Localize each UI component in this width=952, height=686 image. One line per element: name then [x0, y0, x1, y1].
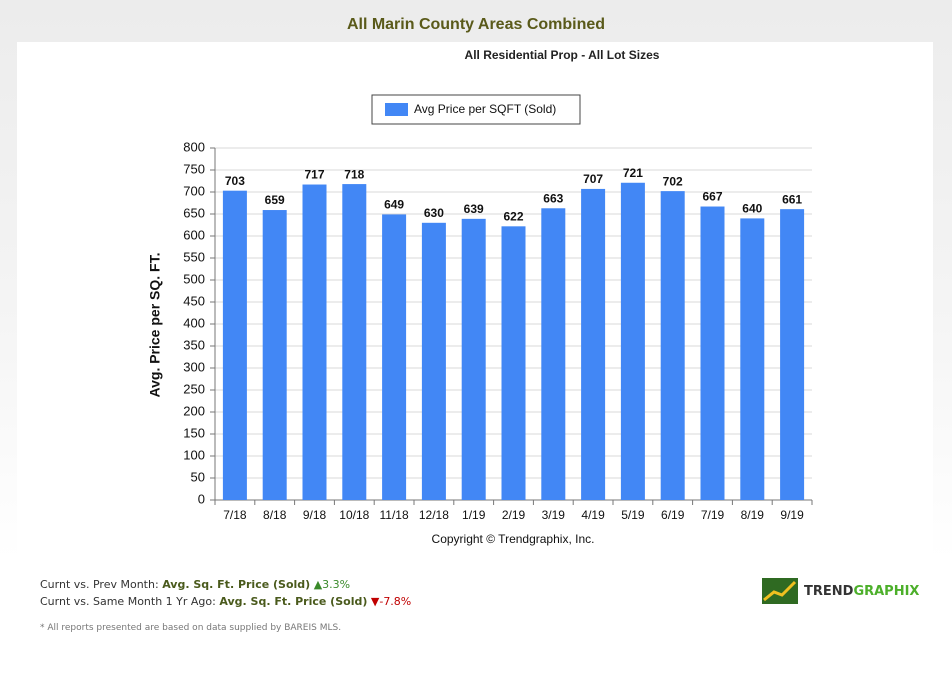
logo: TREND GRAPHIX: [762, 578, 919, 604]
footer-line: Curnt vs. Prev Month: Avg. Sq. Ft. Price…: [40, 578, 350, 591]
footer-metric: Avg. Sq. Ft. Price (Sold): [219, 595, 368, 608]
chart-subtitle: All Residential Prop - All Lot Sizes: [465, 48, 660, 62]
bar: [302, 184, 327, 500]
x-tick-label: 2/19: [502, 508, 526, 522]
value-label: 721: [623, 166, 643, 180]
bar: [780, 209, 805, 500]
bar: [740, 218, 765, 500]
x-tick-label: 5/19: [621, 508, 645, 522]
y-tick-label: 300: [183, 359, 205, 374]
value-label: 661: [782, 192, 802, 206]
logo-text: GRAPHIX: [853, 583, 920, 599]
footer-metric: Avg. Sq. Ft. Price (Sold): [162, 578, 311, 591]
x-tick-label: 9/19: [780, 508, 804, 522]
value-label: 622: [503, 209, 523, 223]
y-tick-label: 450: [183, 293, 205, 308]
y-tick-label: 200: [183, 403, 205, 418]
x-tick-label: 3/19: [542, 508, 566, 522]
x-tick-label: 7/18: [223, 508, 247, 522]
y-tick-label: 800: [183, 139, 205, 154]
y-tick-label: 350: [183, 337, 205, 352]
bar: [461, 218, 486, 500]
y-tick-label: 700: [183, 183, 205, 198]
legend-label: Avg Price per SQFT (Sold): [414, 102, 556, 116]
x-tick-label: 8/19: [741, 508, 765, 522]
footnote: * All reports presented are based on dat…: [40, 623, 342, 633]
up-arrow: ▲: [313, 578, 323, 591]
y-tick-label: 650: [183, 205, 205, 220]
x-tick-label: 11/18: [380, 508, 409, 522]
y-tick-label: 100: [183, 447, 205, 462]
down-arrow: ▼: [370, 595, 380, 608]
bar: [581, 188, 606, 501]
value-label: 630: [424, 206, 444, 220]
x-tick-label: 12/18: [419, 508, 449, 522]
credit: Copyright © Trendgraphix, Inc.: [432, 532, 595, 546]
logo-icon: [762, 578, 798, 604]
value-label: 702: [663, 174, 683, 188]
bar: [342, 184, 367, 500]
value-label: 667: [702, 190, 722, 204]
y-tick-label: 150: [183, 425, 205, 440]
bar: [541, 208, 566, 500]
bar: [660, 191, 685, 500]
bar: [262, 210, 287, 501]
y-tick-label: 50: [191, 469, 205, 484]
x-tick-label: 4/19: [581, 508, 605, 522]
x-tick-label: 6/19: [661, 508, 685, 522]
chart-title: All Marin County Areas Combined: [347, 16, 605, 33]
bar: [620, 182, 645, 500]
y-tick-label: 250: [183, 381, 205, 396]
x-tick-label: 10/18: [339, 508, 369, 522]
value-label: 649: [384, 198, 404, 212]
footer-change: 3.3%: [322, 578, 351, 591]
value-label: 718: [344, 167, 364, 181]
value-label: 640: [742, 202, 762, 216]
bar: [700, 206, 725, 500]
footer-label: Curnt vs. Prev Month:: [40, 578, 159, 591]
bar: [222, 190, 247, 500]
y-tick-label: 550: [183, 249, 205, 264]
value-label: 707: [583, 172, 603, 186]
y-tick-label: 600: [183, 227, 205, 242]
y-tick-label: 0: [198, 491, 205, 506]
bar: [382, 214, 407, 500]
logo-text: TREND: [804, 583, 854, 599]
footer-label: Curnt vs. Same Month 1 Yr Ago:: [40, 595, 216, 608]
x-tick-label: 7/19: [701, 508, 725, 522]
value-label: 639: [464, 202, 484, 216]
legend-swatch: [385, 103, 408, 116]
y-tick-label: 500: [183, 271, 205, 286]
x-tick-label: 1/19: [462, 508, 486, 522]
x-tick-label: 8/18: [263, 508, 287, 522]
footer-line: Curnt vs. Same Month 1 Yr Ago: Avg. Sq. …: [40, 595, 411, 608]
y-tick-label: 400: [183, 315, 205, 330]
value-label: 663: [543, 191, 563, 205]
y-axis-label: Avg. Price per SQ. FT.: [147, 253, 163, 398]
x-tick-label: 9/18: [303, 508, 327, 522]
y-tick-label: 750: [183, 161, 205, 176]
value-label: 659: [265, 193, 285, 207]
value-label: 717: [304, 168, 324, 182]
footer-change: -7.8%: [379, 595, 412, 608]
bar: [421, 222, 446, 501]
value-label: 703: [225, 174, 245, 188]
bar: [501, 226, 526, 500]
